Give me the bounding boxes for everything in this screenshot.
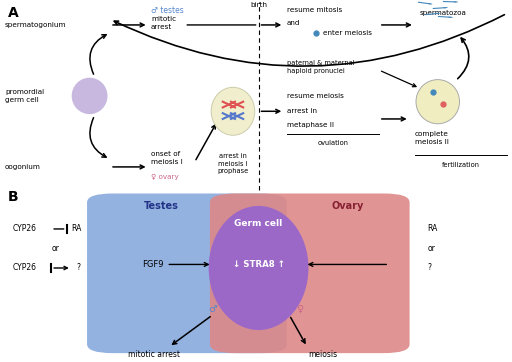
Text: ♀: ♀ xyxy=(296,304,303,314)
Text: ovulation: ovulation xyxy=(317,140,348,146)
Text: mitotic arrest: mitotic arrest xyxy=(127,350,180,359)
Text: A: A xyxy=(8,6,18,20)
Text: Ovary: Ovary xyxy=(332,201,365,211)
Ellipse shape xyxy=(428,3,433,4)
Text: RA: RA xyxy=(72,224,82,233)
Text: mitotic
arrest: mitotic arrest xyxy=(151,16,176,30)
Text: FGF9: FGF9 xyxy=(142,260,164,269)
Text: paternal & maternal
haploid pronuclei: paternal & maternal haploid pronuclei xyxy=(287,60,354,74)
Text: arrest in
meiosis I
prophase: arrest in meiosis I prophase xyxy=(217,153,249,174)
Text: ♀ ovary: ♀ ovary xyxy=(151,174,179,181)
Text: arrest in: arrest in xyxy=(287,108,317,114)
Text: or: or xyxy=(51,244,59,253)
Ellipse shape xyxy=(443,7,448,8)
Text: Testes: Testes xyxy=(144,201,179,211)
Text: resume mitosis: resume mitosis xyxy=(287,7,342,13)
Text: spermatogonium: spermatogonium xyxy=(5,22,67,28)
Ellipse shape xyxy=(72,78,108,114)
Text: onset of
meiosis I: onset of meiosis I xyxy=(151,151,183,165)
Text: Germ cell: Germ cell xyxy=(234,219,283,228)
Text: ♂ testes: ♂ testes xyxy=(151,6,184,15)
Text: enter meiosis: enter meiosis xyxy=(323,30,372,35)
Text: meiosis: meiosis xyxy=(308,350,337,359)
Ellipse shape xyxy=(416,80,460,124)
Text: ?: ? xyxy=(428,264,432,273)
Text: metaphase II: metaphase II xyxy=(287,122,334,128)
Text: CYP26: CYP26 xyxy=(13,224,37,233)
Ellipse shape xyxy=(448,17,453,18)
Text: birth: birth xyxy=(250,2,267,8)
Text: or: or xyxy=(428,244,435,253)
Ellipse shape xyxy=(435,13,440,14)
Text: ↓ STRA8 ↑: ↓ STRA8 ↑ xyxy=(232,260,285,269)
Text: CYP26: CYP26 xyxy=(13,264,37,273)
Text: fertilization: fertilization xyxy=(442,162,480,168)
Ellipse shape xyxy=(209,206,308,330)
Text: ♂: ♂ xyxy=(208,304,217,314)
Text: promordial
germ cell: promordial germ cell xyxy=(5,89,44,103)
Text: B: B xyxy=(8,190,18,204)
Text: spermatozoa: spermatozoa xyxy=(420,10,467,16)
Ellipse shape xyxy=(211,87,255,135)
Text: and: and xyxy=(287,20,300,26)
Text: resume meiosis: resume meiosis xyxy=(287,93,344,99)
Text: complete
meiosis II: complete meiosis II xyxy=(415,131,449,145)
Text: ?: ? xyxy=(77,264,81,273)
Text: oogonium: oogonium xyxy=(5,164,41,170)
FancyBboxPatch shape xyxy=(210,193,410,353)
Ellipse shape xyxy=(453,1,458,3)
Text: RA: RA xyxy=(428,224,438,233)
FancyBboxPatch shape xyxy=(87,193,287,353)
